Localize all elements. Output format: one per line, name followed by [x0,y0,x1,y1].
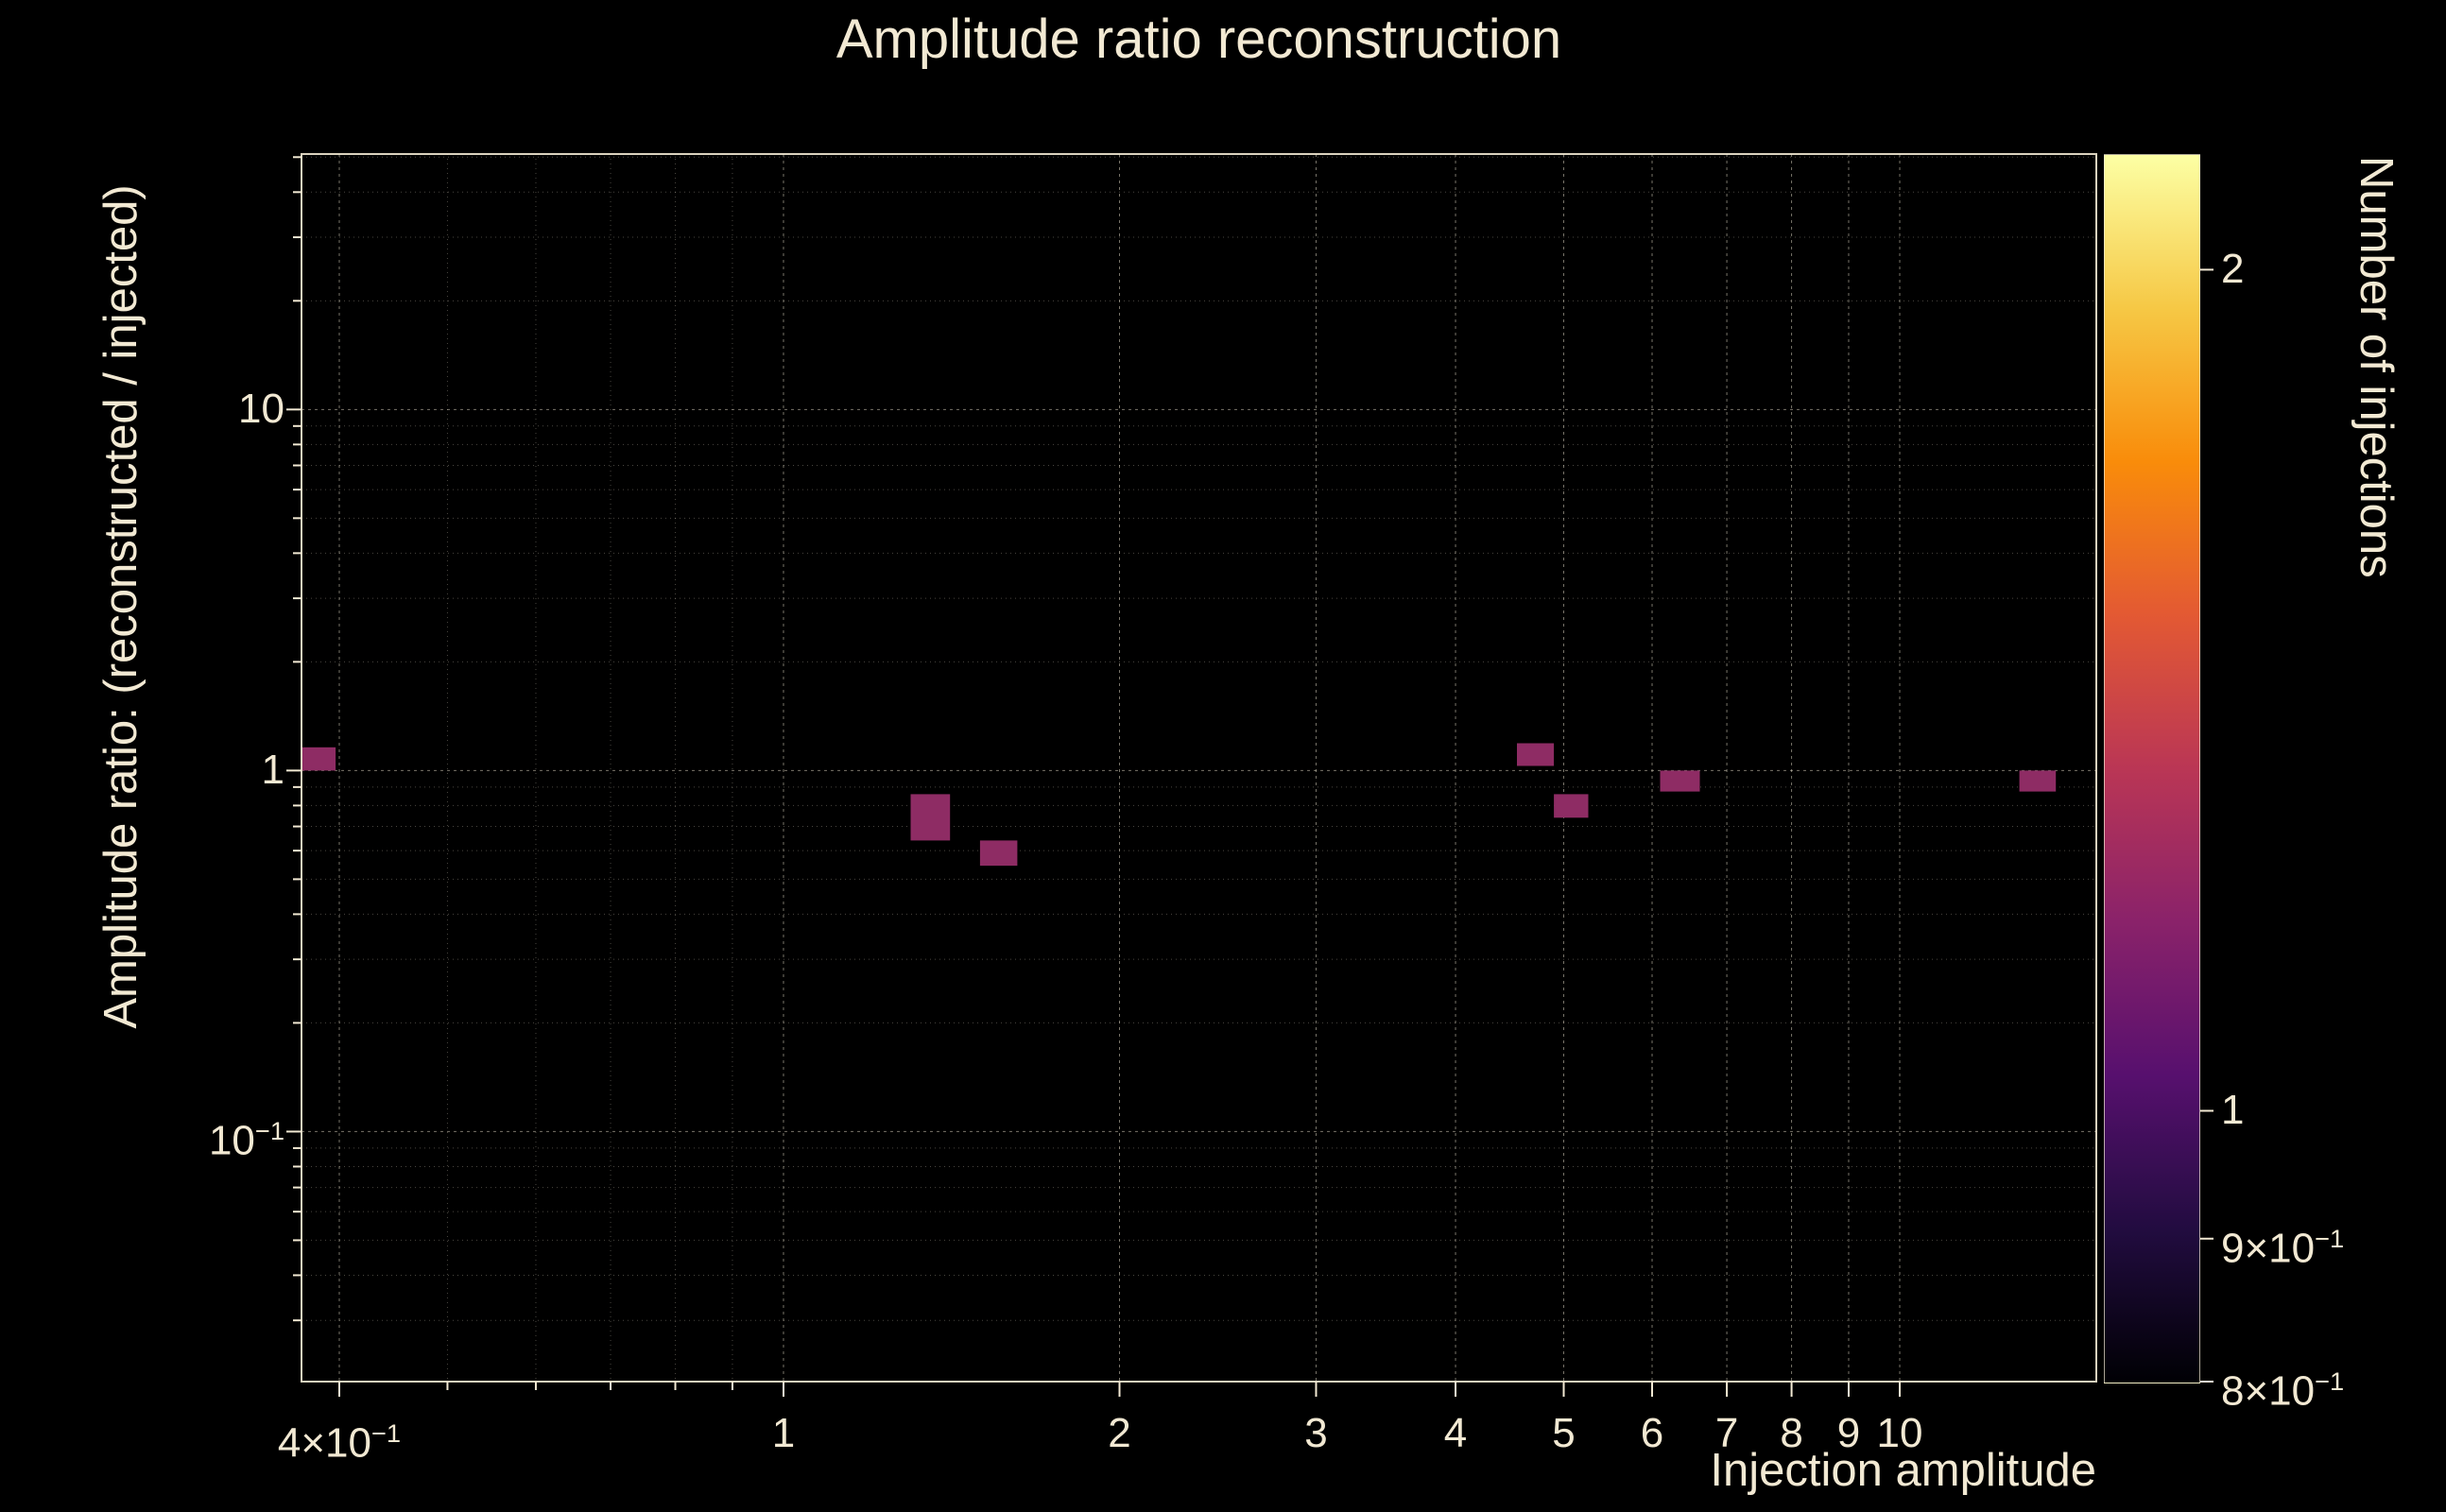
x-axis-label: Injection amplitude [1710,1445,2096,1496]
histogram-bin [1517,743,1555,766]
colorbar-tick-label: 8×10−1 [2221,1366,2345,1415]
colorbar-tick-label: 1 [2221,1087,2245,1134]
histogram-bin [979,840,1018,867]
x-tick-label: 8 [1780,1410,1803,1456]
x-tick-label: 6 [1640,1410,1664,1456]
y-tick-label: 10−1 [208,1116,284,1165]
histogram-bin [1660,770,1700,792]
y-axis-label: Amplitude ratio: (reconstructed / inject… [95,184,146,1029]
colorbar [2104,154,2200,1383]
chart-title: Amplitude ratio reconstruction [835,9,1562,70]
x-tick-label: 10 [1876,1410,1923,1456]
colorbar-tick-label: 2 [2221,246,2245,293]
colorbar-tick-label: 9×10−1 [2221,1223,2345,1272]
histogram-bin [301,747,336,771]
histogram-bin [1554,794,1589,818]
x-tick-label: 4×10−1 [277,1418,402,1467]
x-tick-label: 7 [1714,1410,1739,1456]
x-tick-label: 4 [1443,1410,1468,1456]
x-tick-label: 9 [1836,1410,1861,1456]
x-tick-label: 2 [1108,1410,1131,1456]
colorbar-label: Number of injections [2351,156,2402,578]
y-tick-label: 1 [261,747,284,794]
x-tick-label: 3 [1304,1410,1328,1456]
x-tick-label: 1 [771,1410,796,1456]
x-tick-label: 5 [1552,1410,1576,1456]
histogram-bin [910,794,951,841]
y-tick-label: 10 [238,386,284,433]
histogram-bin [2019,770,2057,792]
